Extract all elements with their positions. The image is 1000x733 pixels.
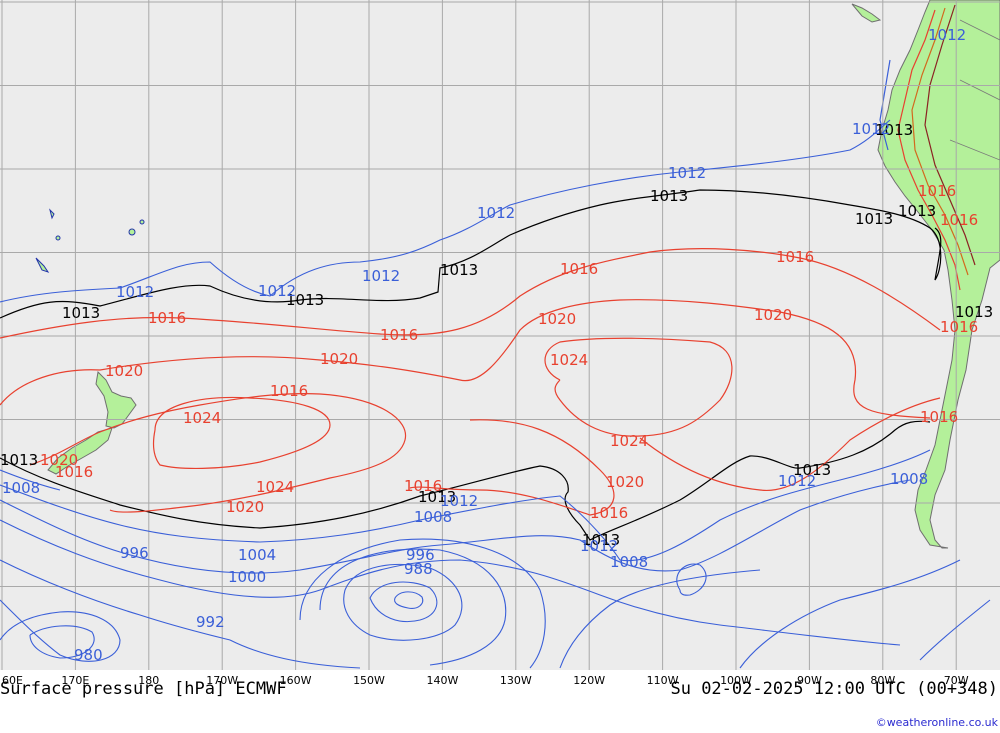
label-1013: 1013 [898,202,936,220]
longitude-tick-label: 160W [280,674,312,687]
label-1016: 1016 [55,463,93,481]
label-1004: 1004 [238,546,276,564]
label-1008: 1008 [610,553,648,571]
isobar-1013 [0,189,942,541]
label-996: 996 [120,544,149,562]
longitude-tick-label: 120W [573,674,605,687]
pacific-islands [35,208,145,273]
label-1016: 1016 [404,477,442,495]
label-1012: 1012 [580,537,618,555]
label-992: 992 [196,613,225,631]
label-1024: 1024 [550,351,588,369]
label-1012: 1012 [362,267,400,285]
label-1016: 1016 [940,318,978,336]
map-title: Surface pressure [hPa] ECMWF [0,679,287,699]
footer-strip [0,670,1000,733]
label-1012: 1012 [668,164,706,182]
label-1016: 1016 [940,211,978,229]
label-1020: 1020 [226,498,264,516]
label-1013: 1013 [440,261,478,279]
label-1012: 1012 [778,472,816,490]
label-1016: 1016 [148,309,186,327]
label-1012: 1012 [852,120,890,138]
longitude-tick-label: 90W [797,674,822,687]
label-1012: 1012 [440,492,478,510]
ocean-area [0,0,1000,670]
label-1008: 1008 [2,479,40,497]
label-980: 980 [74,646,103,664]
label-1020: 1020 [606,473,644,491]
label-988: 988 [404,560,433,578]
longitude-tick-label: 80W [870,674,895,687]
label-1013: 1013 [582,531,620,549]
longitude-tick-label: 100W [720,674,752,687]
label-1020: 1020 [320,350,358,368]
label-1013: 1013 [955,303,993,321]
label-1012: 1012 [477,204,515,222]
label-1024: 1024 [610,432,648,450]
isobar-labels-black: 1013 1013 1013 1013 1013 1013 1013 1013 … [0,121,993,549]
andes-relief [879,4,1000,291]
label-1000: 1000 [228,568,266,586]
label-1020: 1020 [754,306,792,324]
label-1016: 1016 [920,408,958,426]
longitude-tick-label: 170E [61,674,89,687]
label-1013: 1013 [855,210,893,228]
label-1024: 1024 [256,478,294,496]
label-996: 996 [406,546,435,564]
graticule [0,0,1000,670]
label-1024: 1024 [183,409,221,427]
valid-time: Su 02-02-2025 12:00 UTC (00+348) [670,679,998,699]
label-1013: 1013 [62,304,100,322]
label-1012: 1012 [928,26,966,44]
label-1013: 1013 [875,121,913,139]
label-1016: 1016 [918,182,956,200]
label-1016: 1016 [776,248,814,266]
longitude-tick-label: 150W [353,674,385,687]
label-1013: 1013 [793,461,831,479]
label-1008: 1008 [414,508,452,526]
longitude-tick-label: 170W [206,674,238,687]
longitude-tick-label: 60E [2,674,23,687]
label-1013: 1013 [650,187,688,205]
isobars-high [0,248,941,516]
label-1012: 1012 [258,282,296,300]
longitude-tick-label: 180 [138,674,159,687]
isobar-labels-red: 1016 1016 1016 1016 1016 1016 1016 1016 … [40,182,978,522]
isobars-low [0,119,991,669]
label-1016: 1016 [380,326,418,344]
longitude-tick-label: 130W [500,674,532,687]
label-1013: 1013 [0,451,38,469]
longitude-tick-label: 140W [426,674,458,687]
longitude-tick-label: 70W [944,674,969,687]
label-1016: 1016 [560,260,598,278]
label-1016: 1016 [590,504,628,522]
label-1013: 1013 [286,291,324,309]
label-1008: 1008 [890,470,928,488]
label-1020: 1020 [105,362,143,380]
label-1012: 1012 [116,283,154,301]
isobar-labels-blue: 1012 1012 1012 1012 1012 1012 1012 1012 … [2,26,966,664]
label-1013: 1013 [418,488,456,506]
longitude-ticks: 60E 170E 180 170W 160W 150W 140W 130W 120W 110W 10… [2,674,969,687]
label-1016: 1016 [270,382,308,400]
label-1020: 1020 [40,451,78,469]
credit-link[interactable]: ©weatheronline.co.uk [876,716,999,729]
longitude-tick-label: 110W [647,674,679,687]
label-1020: 1020 [538,310,576,328]
